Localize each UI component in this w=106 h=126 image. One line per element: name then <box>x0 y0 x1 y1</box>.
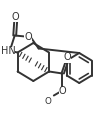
Text: O: O <box>12 11 20 22</box>
Text: O: O <box>59 87 66 97</box>
Text: HN: HN <box>1 46 15 56</box>
Text: O: O <box>24 32 32 41</box>
Text: O: O <box>45 97 52 106</box>
Text: O: O <box>63 53 71 62</box>
